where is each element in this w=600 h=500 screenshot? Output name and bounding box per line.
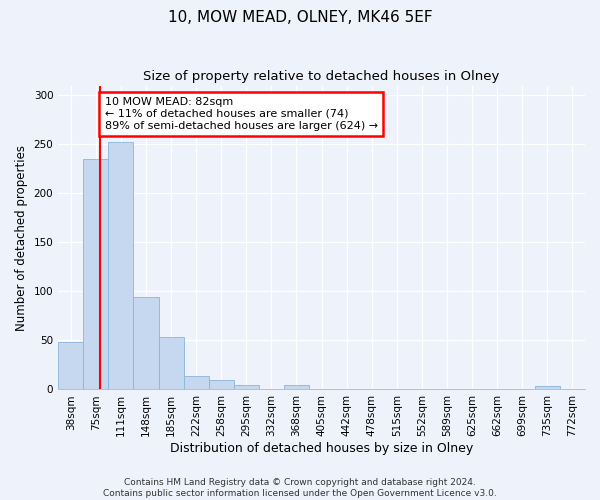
- Bar: [83, 159, 109, 390]
- Bar: [209, 380, 234, 390]
- Bar: [184, 376, 209, 390]
- Bar: [284, 384, 309, 390]
- Text: 10, MOW MEAD, OLNEY, MK46 5EF: 10, MOW MEAD, OLNEY, MK46 5EF: [167, 10, 433, 25]
- Text: 10 MOW MEAD: 82sqm
← 11% of detached houses are smaller (74)
89% of semi-detache: 10 MOW MEAD: 82sqm ← 11% of detached hou…: [104, 98, 378, 130]
- Y-axis label: Number of detached properties: Number of detached properties: [15, 144, 28, 330]
- Bar: [234, 384, 259, 390]
- Title: Size of property relative to detached houses in Olney: Size of property relative to detached ho…: [143, 70, 500, 83]
- Text: Contains HM Land Registry data © Crown copyright and database right 2024.
Contai: Contains HM Land Registry data © Crown c…: [103, 478, 497, 498]
- Bar: [535, 386, 560, 390]
- Bar: [133, 298, 158, 390]
- Bar: [58, 342, 83, 390]
- X-axis label: Distribution of detached houses by size in Olney: Distribution of detached houses by size …: [170, 442, 473, 455]
- Bar: [158, 336, 184, 390]
- Bar: [109, 142, 133, 390]
